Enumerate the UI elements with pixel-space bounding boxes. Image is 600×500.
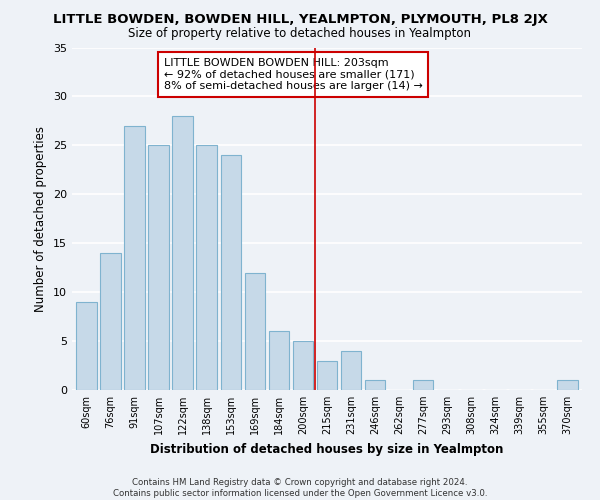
Bar — [245, 272, 265, 390]
Y-axis label: Number of detached properties: Number of detached properties — [34, 126, 47, 312]
Bar — [124, 126, 145, 390]
Text: Contains HM Land Registry data © Crown copyright and database right 2024.
Contai: Contains HM Land Registry data © Crown c… — [113, 478, 487, 498]
Bar — [221, 155, 241, 390]
Bar — [196, 146, 217, 390]
Bar — [172, 116, 193, 390]
Text: LITTLE BOWDEN, BOWDEN HILL, YEALMPTON, PLYMOUTH, PL8 2JX: LITTLE BOWDEN, BOWDEN HILL, YEALMPTON, P… — [53, 12, 547, 26]
Text: LITTLE BOWDEN BOWDEN HILL: 203sqm
← 92% of detached houses are smaller (171)
8% : LITTLE BOWDEN BOWDEN HILL: 203sqm ← 92% … — [164, 58, 422, 91]
Bar — [293, 341, 313, 390]
Text: Size of property relative to detached houses in Yealmpton: Size of property relative to detached ho… — [128, 28, 472, 40]
Bar — [341, 351, 361, 390]
Bar — [148, 146, 169, 390]
Bar — [317, 360, 337, 390]
Bar — [413, 380, 433, 390]
Bar — [76, 302, 97, 390]
Bar — [269, 332, 289, 390]
Bar — [365, 380, 385, 390]
Bar — [100, 253, 121, 390]
Bar — [557, 380, 578, 390]
X-axis label: Distribution of detached houses by size in Yealmpton: Distribution of detached houses by size … — [151, 442, 503, 456]
